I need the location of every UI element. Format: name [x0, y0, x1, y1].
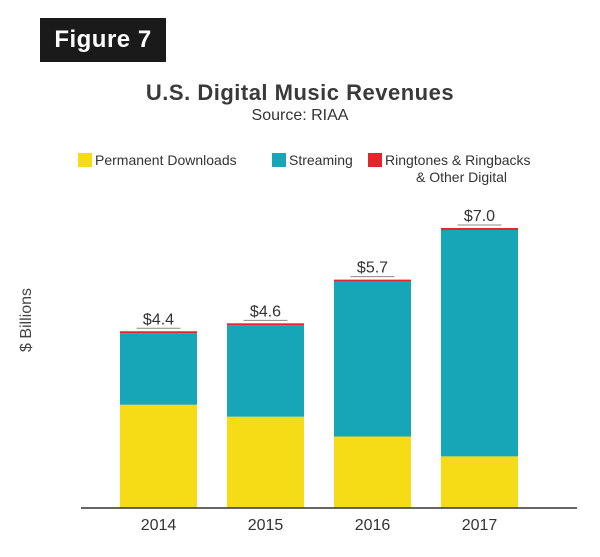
legend-item-permanent-downloads: Permanent Downloads: [78, 152, 237, 168]
bar-segment-streaming-2016: [334, 281, 411, 437]
x-tick-label-2017: 2017: [462, 517, 498, 534]
bar-segment-streaming-2015: [227, 325, 304, 417]
figure-label: Figure 7: [40, 18, 166, 62]
legend-item-ringtones: Ringtones & Ringbacks & Other Digital: [368, 152, 531, 185]
bar-segment-ringtones-ringbacks-other-digital-2017: [441, 228, 518, 230]
chart-title: U.S. Digital Music Revenues: [145, 80, 455, 105]
bar-segment-permanent-downloads-2017: [441, 456, 518, 508]
bar-segment-streaming-2017: [441, 229, 518, 457]
bar-segment-permanent-downloads-2015: [227, 416, 304, 508]
x-tick-label-2014: 2014: [141, 517, 177, 534]
bar-segment-permanent-downloads-2016: [334, 436, 411, 508]
chart-subtitle: Source: RIAA: [251, 107, 349, 124]
total-label-2015: $4.6: [250, 303, 281, 320]
legend-swatch-red: [368, 153, 382, 167]
legend-label: Permanent Downloads: [95, 152, 237, 168]
legend-item-streaming: Streaming: [272, 152, 353, 168]
legend-label: Ringtones & Ringbacks: [385, 152, 531, 168]
legend-swatch-yellow: [78, 153, 92, 167]
total-label-2014: $4.4: [143, 311, 174, 328]
bar-segment-ringtones-ringbacks-other-digital-2015: [227, 323, 304, 326]
bar-segment-streaming-2014: [120, 333, 197, 405]
legend-label: Streaming: [289, 152, 353, 168]
legend-swatch-teal: [272, 153, 286, 167]
legend-label-line2: & Other Digital: [416, 169, 508, 185]
bar-segment-ringtones-ringbacks-other-digital-2016: [334, 279, 411, 282]
x-tick-label-2015: 2015: [248, 517, 284, 534]
total-label-2017: $7.0: [464, 208, 495, 225]
total-label-2016: $5.7: [357, 260, 388, 277]
bar-segment-permanent-downloads-2014: [120, 404, 197, 508]
x-tick-label-2016: 2016: [355, 517, 391, 534]
bar-segment-ringtones-ringbacks-other-digital-2014: [120, 331, 197, 334]
